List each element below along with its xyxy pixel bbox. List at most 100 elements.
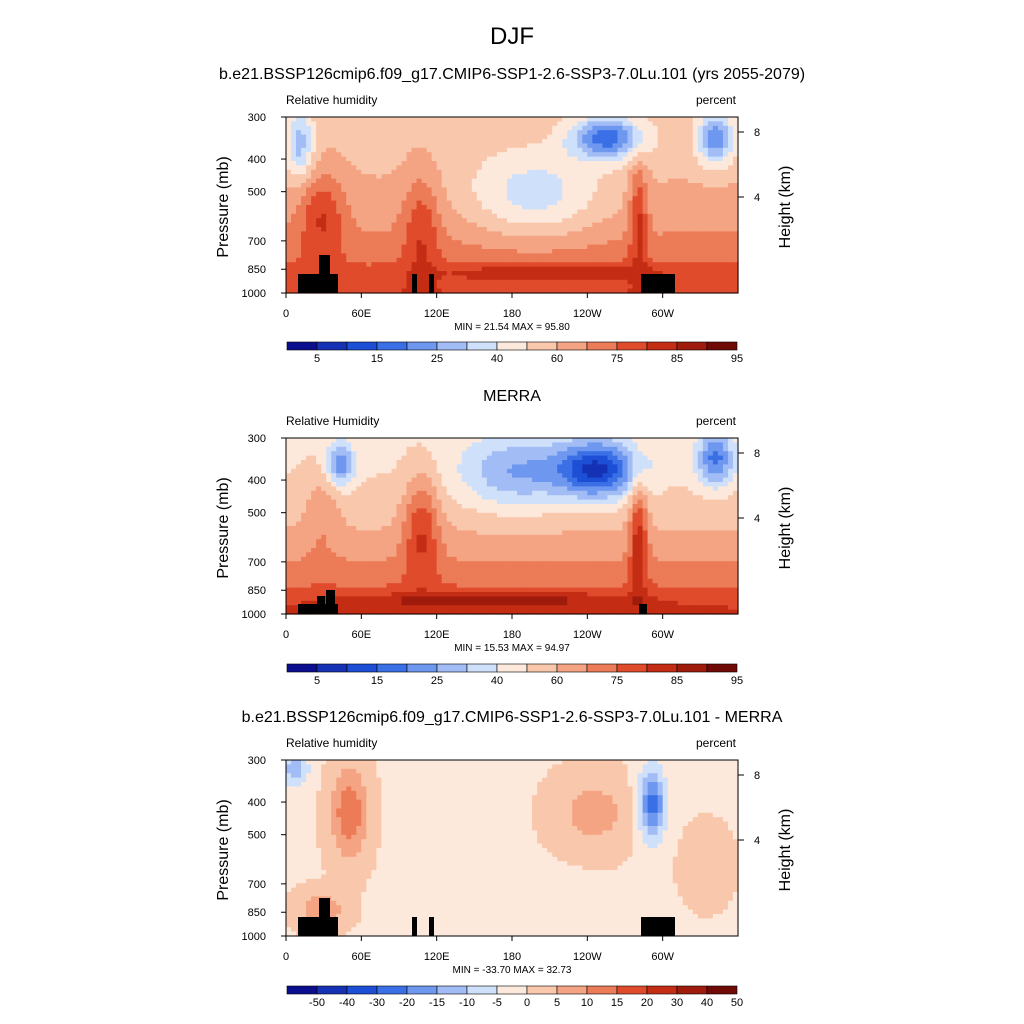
field-cell bbox=[416, 288, 423, 294]
field-cell bbox=[632, 178, 639, 184]
field-cell bbox=[356, 565, 362, 571]
field-cell bbox=[617, 235, 624, 241]
field-cell bbox=[421, 288, 428, 294]
field-cell bbox=[431, 288, 438, 294]
field-cell bbox=[577, 240, 583, 246]
field-cell bbox=[411, 534, 418, 540]
field-cell bbox=[517, 134, 523, 140]
field-cell bbox=[296, 266, 302, 272]
field-cell bbox=[351, 218, 357, 224]
field-cell bbox=[361, 596, 367, 602]
field-cell bbox=[406, 596, 413, 602]
field-cell bbox=[682, 187, 689, 193]
field-cell bbox=[732, 235, 739, 241]
field-cell bbox=[311, 200, 317, 206]
field-cell bbox=[682, 262, 689, 268]
field-cell bbox=[547, 139, 553, 144]
field-cell bbox=[316, 570, 322, 575]
field-cell bbox=[291, 284, 297, 290]
field-cell bbox=[471, 134, 478, 140]
field-cell bbox=[722, 183, 729, 188]
field-cell bbox=[727, 147, 734, 153]
field-cell bbox=[331, 169, 337, 175]
field-cell bbox=[441, 596, 448, 602]
field-cell bbox=[386, 205, 393, 210]
field-cell bbox=[506, 143, 513, 149]
field-cell bbox=[441, 526, 448, 531]
field-cell bbox=[632, 191, 639, 197]
field-cell bbox=[486, 279, 493, 285]
field-cell bbox=[642, 231, 649, 237]
field-cell bbox=[436, 482, 443, 487]
field-cell bbox=[476, 130, 483, 136]
field-cell bbox=[391, 205, 398, 210]
field-cell bbox=[456, 266, 463, 272]
field-cell bbox=[617, 125, 624, 131]
field-cell bbox=[436, 504, 443, 509]
field-cell bbox=[557, 121, 563, 127]
field-cell bbox=[391, 592, 398, 597]
field-cell bbox=[361, 244, 367, 250]
field-cell bbox=[697, 209, 704, 215]
field-cell bbox=[607, 196, 614, 202]
field-cell bbox=[346, 205, 352, 210]
field-cell bbox=[572, 174, 578, 180]
field-cell bbox=[466, 227, 473, 232]
field-cell bbox=[396, 548, 403, 553]
field-cell bbox=[301, 227, 307, 232]
field-cell bbox=[351, 183, 357, 188]
field-cell bbox=[592, 130, 598, 136]
field-cell bbox=[607, 125, 614, 131]
field-cell bbox=[416, 570, 423, 575]
field-cell bbox=[421, 596, 428, 602]
field-cell bbox=[506, 174, 513, 180]
field-cell bbox=[557, 262, 563, 268]
field-cell bbox=[496, 169, 503, 175]
field-cell bbox=[321, 512, 327, 518]
field-cell bbox=[331, 504, 337, 509]
field-cell bbox=[567, 200, 573, 206]
field-cell bbox=[351, 275, 357, 281]
field-cell bbox=[532, 134, 538, 140]
field-cell bbox=[476, 275, 483, 281]
field-cell bbox=[537, 205, 543, 210]
field-cell bbox=[647, 244, 654, 250]
field-cell bbox=[501, 266, 508, 272]
field-cell bbox=[682, 130, 689, 136]
field-cell bbox=[476, 244, 483, 250]
field-cell bbox=[331, 486, 337, 492]
field-cell bbox=[311, 473, 317, 479]
field-cell bbox=[617, 213, 624, 219]
field-cell bbox=[311, 565, 317, 571]
field-cell bbox=[371, 196, 377, 202]
field-cell bbox=[446, 196, 453, 202]
field-cell bbox=[356, 455, 362, 461]
field-cell bbox=[416, 490, 423, 496]
field-cell bbox=[682, 266, 689, 272]
field-cell bbox=[336, 266, 342, 272]
field-cell bbox=[602, 117, 609, 122]
field-cell bbox=[522, 257, 528, 263]
field-cell bbox=[366, 574, 372, 580]
field-cell bbox=[587, 156, 593, 162]
field-cell bbox=[346, 183, 352, 188]
field-cell bbox=[341, 561, 347, 567]
field-cell bbox=[441, 275, 448, 281]
field-cell bbox=[386, 534, 393, 540]
field-cell bbox=[486, 139, 493, 144]
field-cell bbox=[306, 240, 312, 246]
field-cell bbox=[396, 178, 403, 184]
field-cell bbox=[296, 249, 302, 254]
field-cell bbox=[657, 235, 664, 241]
field-cell bbox=[371, 152, 377, 158]
field-cell bbox=[391, 253, 398, 259]
field-cell bbox=[396, 121, 403, 127]
field-cell bbox=[406, 442, 413, 448]
field-cell bbox=[401, 486, 408, 492]
field-cell bbox=[697, 169, 704, 175]
field-cell bbox=[451, 257, 458, 263]
field-cell bbox=[577, 235, 583, 241]
field-cell bbox=[406, 196, 413, 202]
field-cell bbox=[386, 482, 393, 487]
field-cell bbox=[436, 512, 443, 518]
